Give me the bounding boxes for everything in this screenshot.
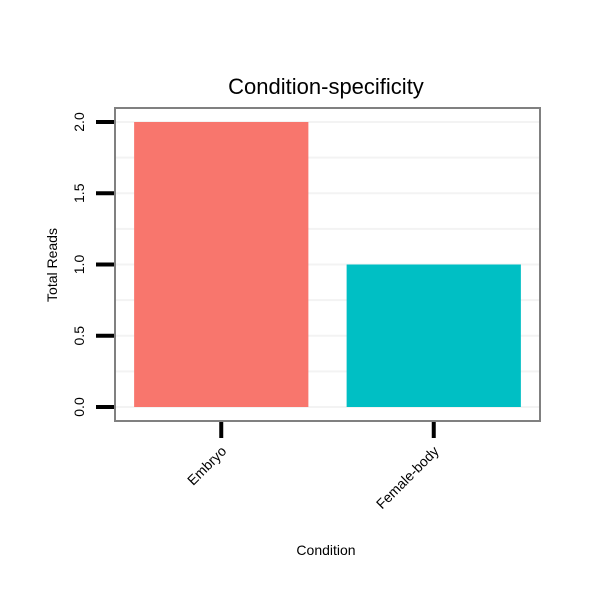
y-tick-label: 1.5 bbox=[71, 183, 87, 203]
bar-embryo bbox=[134, 122, 309, 407]
chart-title: Condition-specificity bbox=[228, 74, 424, 99]
y-tick-label: 0.0 bbox=[71, 397, 87, 417]
y-tick-label: 0.5 bbox=[71, 326, 87, 346]
plot-border bbox=[114, 107, 541, 422]
y-tick-label: 1.0 bbox=[71, 255, 87, 275]
y-axis-label: Total Reads bbox=[44, 228, 60, 302]
bar-female-body bbox=[346, 264, 521, 407]
x-tick-label: Female-body bbox=[373, 443, 442, 512]
x-axis-label: Condition bbox=[296, 542, 355, 558]
y-tick-label: 2.0 bbox=[71, 112, 87, 132]
x-tick-label: Embryo bbox=[184, 443, 230, 489]
